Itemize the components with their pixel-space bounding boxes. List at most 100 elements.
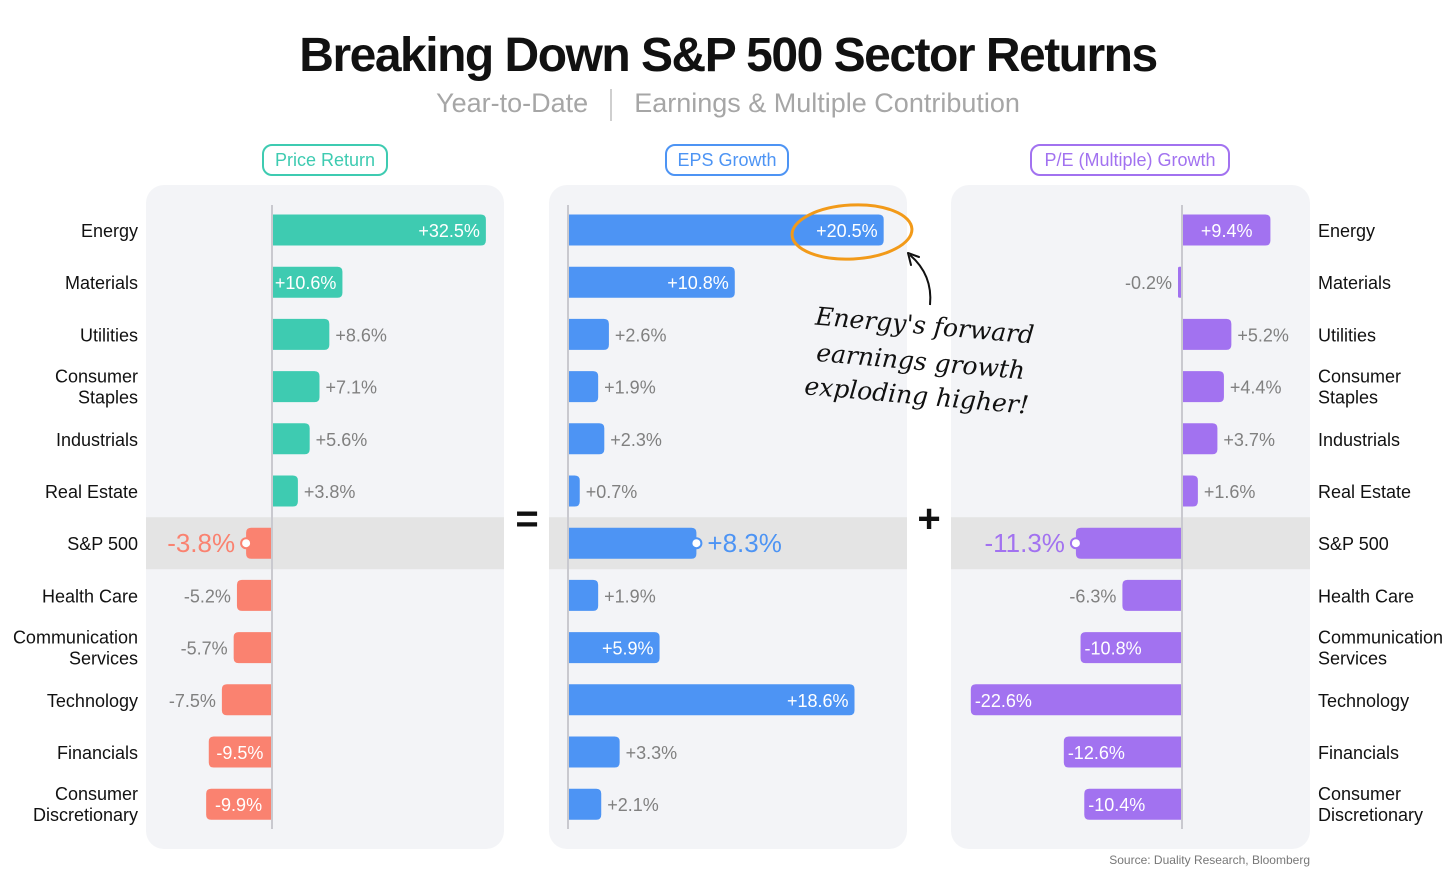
bar-price-return-consumer-discretionary	[206, 788, 271, 820]
data-label-p-e-multiple-growth-energy: +9.4%	[1201, 221, 1253, 241]
data-label-price-return-consumer-staples: +7.1%	[326, 378, 378, 398]
bar-eps-growth-sp-500	[569, 527, 697, 559]
bar-p-e-multiple-growth-technology	[970, 684, 1181, 716]
category-label-left-energy: Energy	[81, 221, 138, 241]
series-tag-eps-growth	[665, 144, 789, 176]
bar-price-return-consumer-staples	[273, 371, 320, 403]
bar-p-e-multiple-growth-materials	[1178, 266, 1181, 298]
data-label-eps-growth-consumer-discretionary: +2.1%	[607, 795, 659, 815]
category-label-left-financials: Financials	[57, 743, 138, 763]
series-label-eps-growth: EPS Growth	[677, 150, 776, 170]
series-tag-price-return	[262, 144, 388, 176]
category-label-left-utilities: Utilities	[80, 325, 138, 345]
data-label-eps-growth-utilities: +2.6%	[615, 325, 667, 345]
marker-eps-growth	[690, 537, 703, 550]
category-label-right-health-care: Health Care	[1318, 586, 1414, 606]
bar-eps-growth-health-care	[569, 579, 599, 611]
data-label-p-e-multiple-growth-consumer-discretionary: -10.4%	[1088, 795, 1145, 815]
subtitle-period: Year-to-Date	[436, 88, 589, 118]
category-label-right-communication-services: Communication Services	[1318, 628, 1443, 669]
category-label-right-consumer-staples: Consumer Staples	[1318, 367, 1401, 408]
bar-p-e-multiple-growth-industrials	[1183, 423, 1218, 455]
category-label-right-sp-500: S&P 500	[1318, 534, 1389, 554]
category-label-right-energy: Energy	[1318, 221, 1375, 241]
annotation-arrow	[909, 254, 932, 306]
series-label-price-return: Price Return	[275, 150, 375, 170]
panel-p-e-multiple-growth	[951, 185, 1310, 849]
bar-price-return-industrials	[273, 423, 310, 455]
data-label-eps-growth-health-care: +1.9%	[604, 586, 656, 606]
annotation-highlight-circle	[790, 203, 914, 261]
bar-p-e-multiple-growth-real-estate	[1183, 475, 1198, 507]
category-label-right-industrials: Industrials	[1318, 430, 1400, 450]
data-label-price-return-utilities: +8.6%	[335, 325, 387, 345]
bar-eps-growth-technology	[569, 684, 855, 716]
marker-p-e-multiple-growth	[1069, 537, 1082, 550]
bar-p-e-multiple-growth-utilities	[1183, 318, 1232, 350]
panel-price-return	[146, 185, 504, 849]
chart-title: Breaking Down S&P 500 Sector Returns	[299, 29, 1158, 82]
bar-eps-growth-financials	[569, 736, 620, 768]
data-label-price-return-sp-500: -3.8%	[167, 528, 235, 558]
data-label-p-e-multiple-growth-health-care: -6.3%	[1069, 586, 1116, 606]
data-label-price-return-technology: -7.5%	[169, 691, 216, 711]
bar-eps-growth-utilities	[569, 318, 609, 350]
bar-eps-growth-materials	[569, 266, 735, 298]
category-label-left-consumer-staples: Consumer Staples	[55, 367, 138, 408]
category-label-right-real-estate: Real Estate	[1318, 482, 1411, 502]
data-label-price-return-communication-services: -5.7%	[181, 639, 228, 659]
data-label-eps-growth-sp-500: +8.3%	[707, 528, 781, 558]
category-label-left-industrials: Industrials	[56, 430, 138, 450]
data-label-p-e-multiple-growth-consumer-staples: +4.4%	[1230, 378, 1282, 398]
bar-eps-growth-real-estate	[569, 475, 580, 507]
data-label-p-e-multiple-growth-technology: -22.6%	[975, 691, 1032, 711]
data-label-eps-growth-real-estate: +0.7%	[586, 482, 638, 502]
data-label-price-return-materials: +10.6%	[275, 273, 337, 293]
bar-price-return-utilities	[273, 318, 330, 350]
bar-price-return-real-estate	[273, 475, 298, 507]
panel-eps-growth	[549, 185, 907, 849]
bar-eps-growth-energy	[569, 214, 884, 246]
category-label-right-financials: Financials	[1318, 743, 1399, 763]
subtitle-divider	[610, 88, 613, 121]
data-label-price-return-energy: +32.5%	[418, 221, 480, 241]
category-label-left-consumer-discretionary: Consumer Discretionary	[33, 784, 138, 825]
bar-price-return-financials	[208, 736, 271, 768]
category-label-left-technology: Technology	[47, 691, 138, 711]
bar-p-e-multiple-growth-consumer-discretionary	[1084, 788, 1181, 820]
chart-subtitle: Year-to-Date Earnings & Multiple Contribu…	[0, 88, 1456, 121]
bar-eps-growth-communication-services	[569, 632, 660, 664]
bar-eps-growth-consumer-discretionary	[569, 788, 602, 820]
category-label-right-utilities: Utilities	[1318, 325, 1376, 345]
category-label-right-consumer-discretionary: Consumer Discretionary	[1318, 784, 1423, 825]
data-label-p-e-multiple-growth-utilities: +5.2%	[1237, 325, 1289, 345]
data-label-eps-growth-energy: +20.5%	[816, 221, 878, 241]
bar-price-return-technology	[221, 684, 271, 716]
data-label-eps-growth-consumer-staples: +1.9%	[604, 378, 656, 398]
series-tag-p-e-multiple-growth	[1030, 144, 1230, 176]
marker-price-return	[240, 537, 253, 550]
bar-p-e-multiple-growth-energy	[1183, 214, 1271, 246]
data-label-eps-growth-technology: +18.6%	[787, 691, 849, 711]
bar-p-e-multiple-growth-financials	[1063, 736, 1181, 768]
data-label-eps-growth-communication-services: +5.9%	[602, 639, 654, 659]
data-label-price-return-health-care: -5.2%	[184, 586, 231, 606]
category-label-right-materials: Materials	[1318, 273, 1391, 293]
data-label-p-e-multiple-growth-sp-500: -11.3%	[984, 528, 1064, 558]
bar-p-e-multiple-growth-communication-services	[1080, 632, 1181, 664]
highlight-band	[146, 517, 504, 570]
data-label-p-e-multiple-growth-communication-services: -10.8%	[1085, 639, 1142, 659]
data-label-price-return-consumer-discretionary: -9.9%	[215, 795, 262, 815]
data-label-price-return-financials: -9.5%	[216, 743, 263, 763]
data-label-p-e-multiple-growth-financials: -12.6%	[1068, 743, 1125, 763]
bar-eps-growth-industrials	[569, 423, 605, 455]
bar-eps-growth-consumer-staples	[569, 371, 599, 403]
category-label-left-sp-500: S&P 500	[67, 534, 138, 554]
bar-p-e-multiple-growth-sp-500	[1075, 527, 1181, 559]
category-label-left-real-estate: Real Estate	[45, 482, 138, 502]
subtitle-description: Earnings & Multiple Contribution	[634, 88, 1020, 118]
bar-p-e-multiple-growth-health-care	[1122, 579, 1181, 611]
series-label-p-e-multiple-growth: P/E (Multiple) Growth	[1044, 150, 1215, 170]
data-label-eps-growth-industrials: +2.3%	[610, 430, 662, 450]
